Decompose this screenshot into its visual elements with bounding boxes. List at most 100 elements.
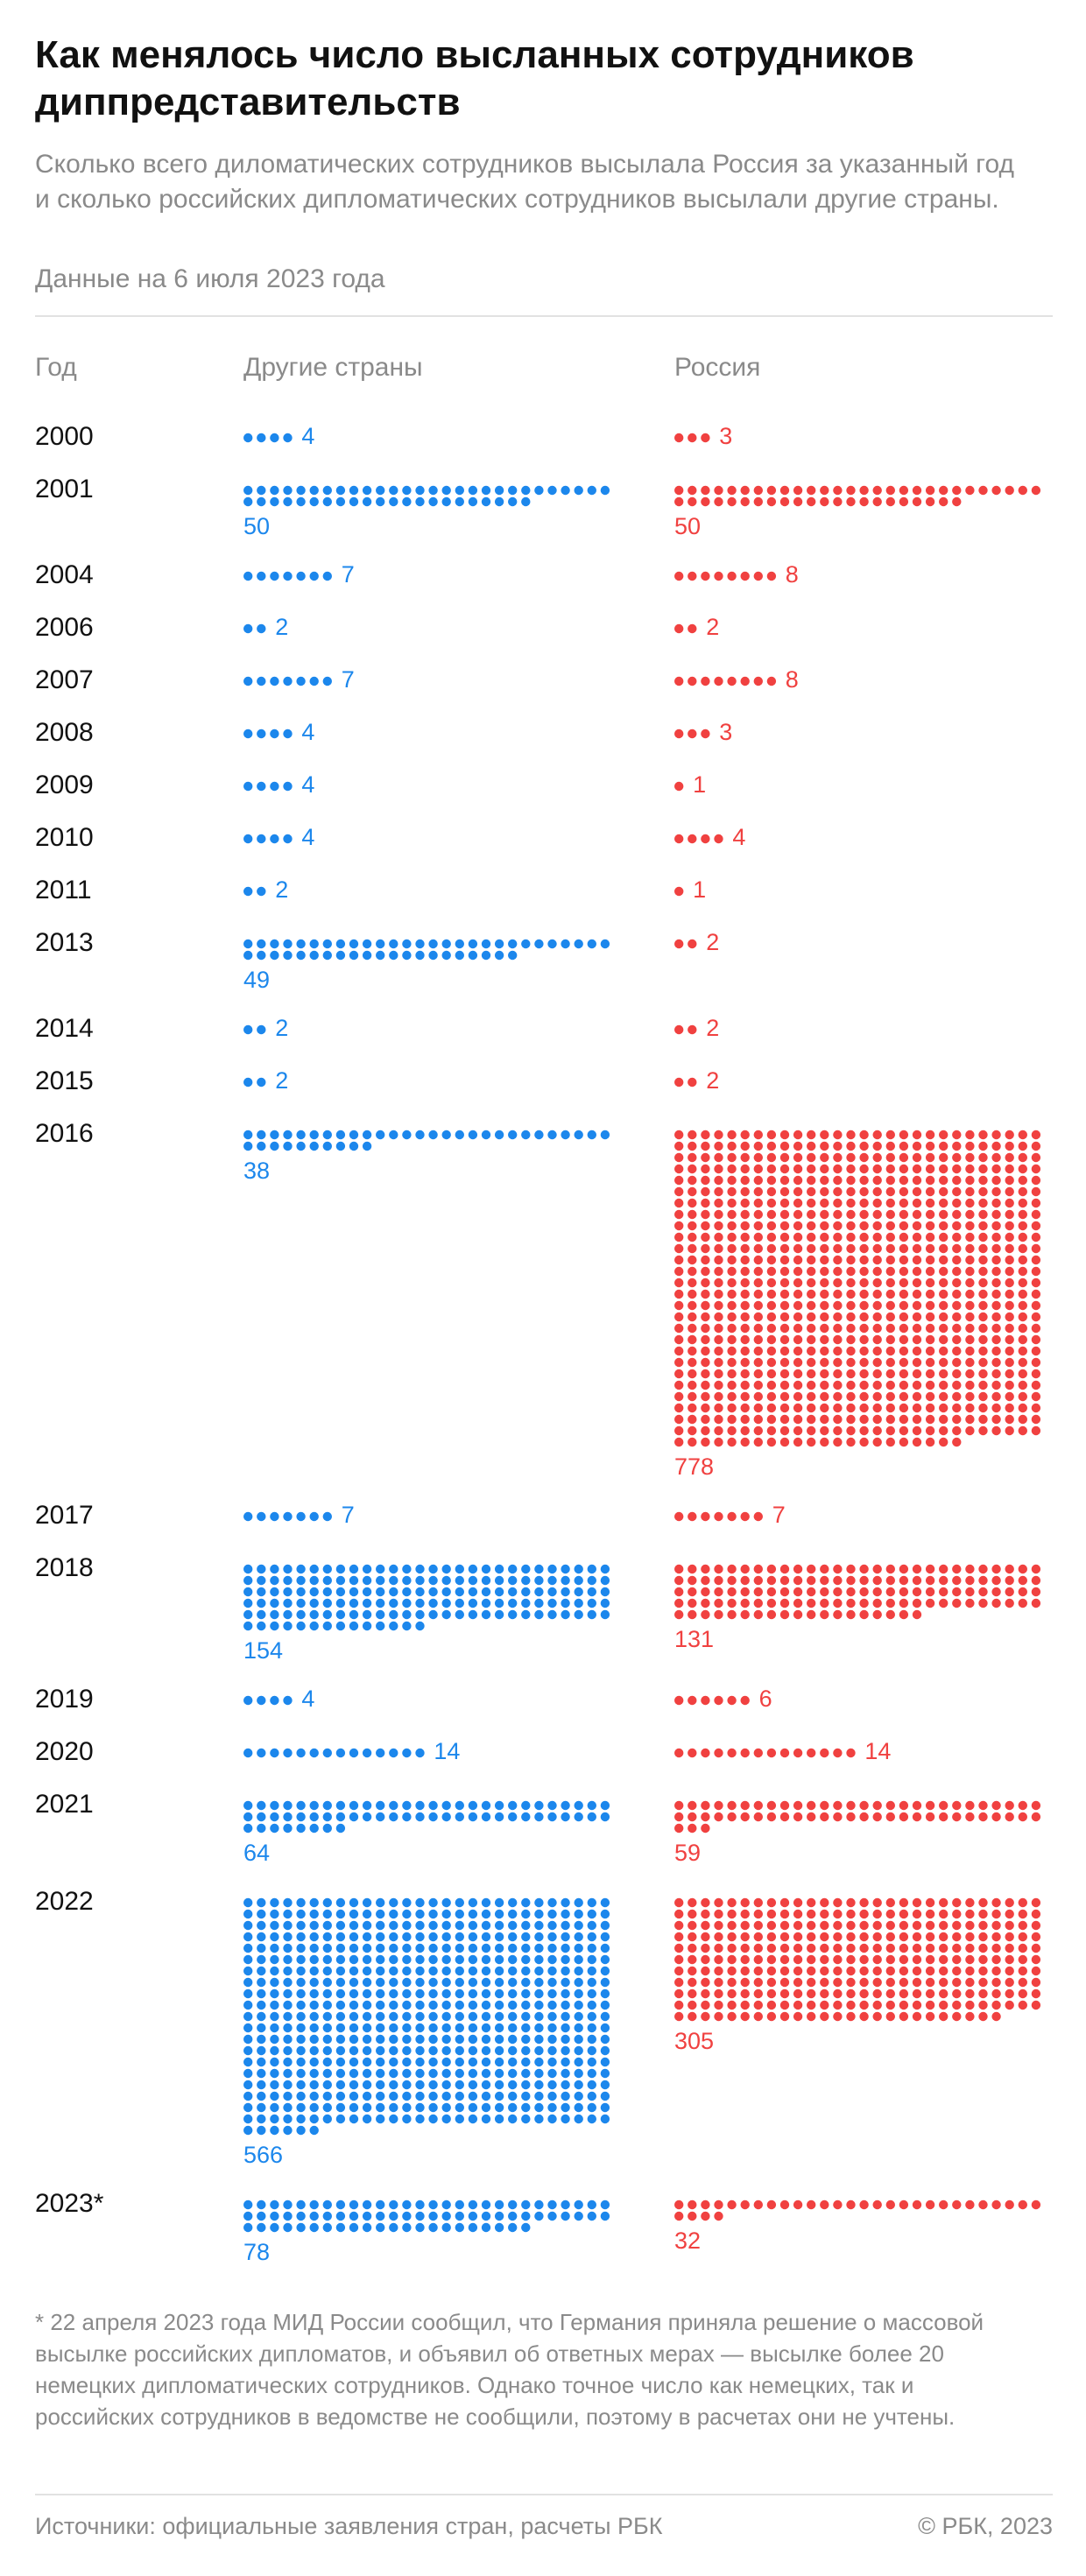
dot xyxy=(283,2034,293,2045)
value-label: 2 xyxy=(706,929,719,955)
dot xyxy=(1005,1175,1014,1186)
dot xyxy=(455,496,464,507)
dot xyxy=(753,1414,763,1425)
dot xyxy=(534,1598,544,1608)
dot xyxy=(534,2114,544,2124)
dot xyxy=(833,1141,843,1151)
dot xyxy=(978,1380,988,1390)
dot xyxy=(872,1300,882,1311)
dot xyxy=(415,2222,425,2233)
dot xyxy=(508,2034,518,2045)
dot xyxy=(714,1403,723,1413)
dot xyxy=(376,1621,385,1631)
dot xyxy=(978,1414,988,1425)
dot xyxy=(779,1920,790,1931)
dot xyxy=(978,1357,988,1368)
dot xyxy=(740,1300,750,1311)
dot xyxy=(885,1414,895,1425)
dot xyxy=(727,1897,737,1908)
dot xyxy=(428,1598,438,1608)
dot xyxy=(296,2023,306,2033)
dot xyxy=(872,1800,882,1811)
dot xyxy=(779,1897,790,1908)
dot xyxy=(885,1909,895,1919)
dot xyxy=(820,1357,829,1368)
dot xyxy=(833,1323,843,1334)
dot xyxy=(912,1380,922,1390)
dot xyxy=(753,1369,763,1379)
dot xyxy=(740,1598,750,1608)
dot xyxy=(779,1587,790,1597)
dot xyxy=(494,1587,504,1597)
dot xyxy=(574,2068,583,2079)
dot xyxy=(965,1141,975,1151)
dot xyxy=(309,2045,319,2056)
dot xyxy=(1005,1380,1014,1390)
dot xyxy=(534,1920,544,1931)
dot xyxy=(899,1334,909,1345)
dot xyxy=(521,485,531,496)
dot xyxy=(243,1024,253,1035)
dot xyxy=(402,2057,412,2067)
dot xyxy=(688,1277,697,1288)
dot xyxy=(428,1812,438,1822)
dot xyxy=(415,1966,425,1976)
dot xyxy=(793,1277,803,1288)
dot xyxy=(793,1164,803,1174)
dot xyxy=(701,1255,710,1265)
dot xyxy=(740,1209,750,1220)
value-label: 1 xyxy=(693,771,706,798)
dot xyxy=(952,1175,962,1186)
dot xyxy=(727,1232,737,1242)
dot xyxy=(468,1897,478,1908)
dot xyxy=(807,1209,816,1220)
category-label: 2004 xyxy=(35,560,94,589)
dot xyxy=(468,1932,478,1942)
dot xyxy=(376,1130,385,1140)
dot xyxy=(441,1954,451,1965)
dot xyxy=(547,1988,557,1999)
dot xyxy=(296,2057,306,2067)
dot xyxy=(833,1221,843,1231)
dot xyxy=(753,1564,763,1574)
dot xyxy=(270,950,279,961)
dot xyxy=(402,2011,412,2022)
dot xyxy=(766,1932,777,1942)
dot xyxy=(714,1323,723,1334)
dot xyxy=(296,1954,306,1965)
dot xyxy=(766,1266,777,1277)
dot xyxy=(925,1954,935,1965)
dot xyxy=(600,2011,610,2022)
dot xyxy=(714,834,723,844)
dot xyxy=(283,2011,293,2022)
dot xyxy=(925,1966,935,1976)
dot xyxy=(257,1511,266,1522)
dot xyxy=(335,1130,346,1140)
dot xyxy=(807,1437,816,1447)
dot xyxy=(912,1587,922,1597)
dot xyxy=(912,1966,922,1976)
dot xyxy=(283,2023,293,2033)
dot xyxy=(600,1598,610,1608)
dot xyxy=(270,676,279,686)
dot xyxy=(547,2023,557,2033)
dot xyxy=(468,1988,478,1999)
dot xyxy=(389,1954,398,1965)
dot xyxy=(257,2114,266,2124)
dot xyxy=(753,1152,763,1163)
dot xyxy=(441,939,451,949)
dot xyxy=(362,1575,372,1586)
dot xyxy=(820,1609,829,1620)
dot xyxy=(322,2102,332,2113)
dot xyxy=(587,1932,596,1942)
dot xyxy=(753,1812,763,1822)
dot xyxy=(727,1932,737,1942)
dot xyxy=(688,1323,697,1334)
dot xyxy=(322,1609,332,1620)
dot xyxy=(978,1141,988,1151)
dot xyxy=(257,1564,266,1574)
dot xyxy=(362,1141,372,1151)
dot xyxy=(428,939,438,949)
dot xyxy=(441,1575,451,1586)
dot xyxy=(899,1932,909,1942)
